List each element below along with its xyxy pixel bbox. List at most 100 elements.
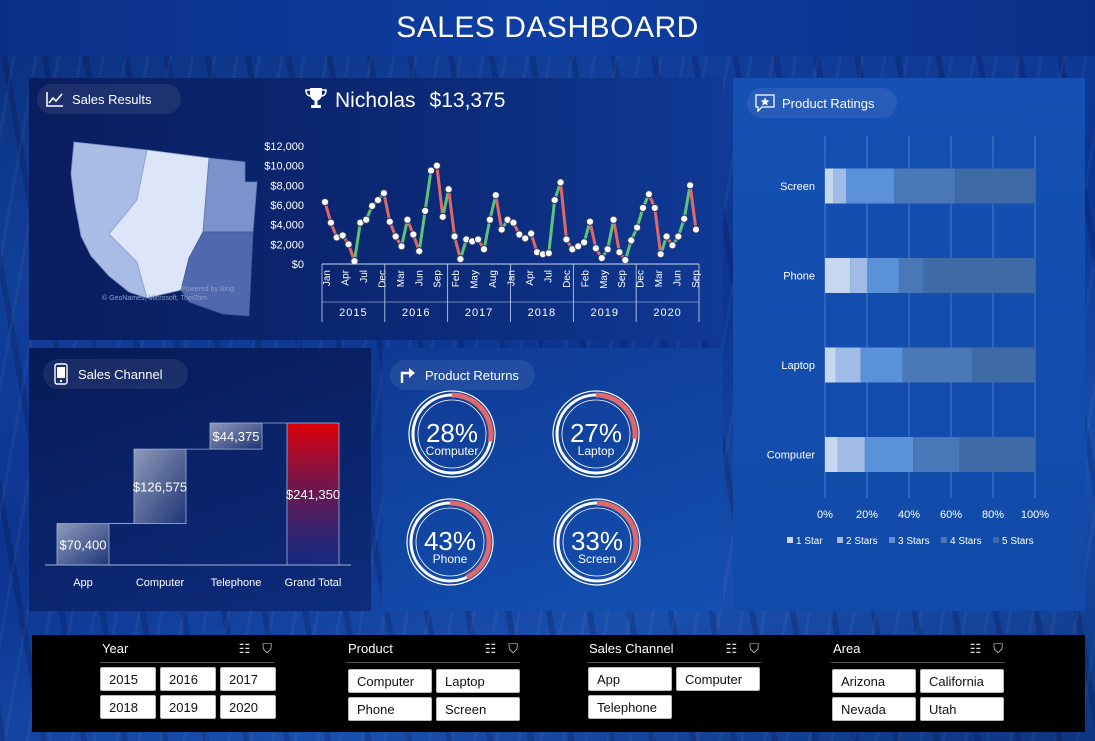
- waterfall-bar: [133, 448, 187, 524]
- y-tick-label: $2,000: [270, 239, 304, 251]
- legend-swatch: [837, 537, 843, 543]
- gauge-percent: 28%: [426, 418, 478, 448]
- slicer-item-2020[interactable]: 2020: [220, 695, 276, 719]
- slicer-item-california[interactable]: California: [920, 669, 1004, 693]
- data-point: [397, 242, 406, 251]
- month-tick-label: Aug: [488, 270, 499, 288]
- sales-results-header: Sales Results: [37, 84, 181, 114]
- slicer-item-arizona[interactable]: Arizona: [832, 669, 916, 693]
- category-label: Screen: [780, 181, 815, 193]
- slicer-item-2017[interactable]: 2017: [220, 667, 276, 691]
- multi-select-icon[interactable]: ☷: [725, 640, 738, 656]
- returns-gauges: 28%Computer 27%Laptop 43%Phone 33%Screen: [406, 390, 641, 586]
- trend-segment: [417, 209, 427, 253]
- slicer-item-2016[interactable]: 2016: [160, 667, 216, 691]
- data-point: [491, 191, 500, 200]
- slicer-item-nevada[interactable]: Nevada: [832, 697, 916, 721]
- gauge-percent: 33%: [571, 526, 623, 556]
- slicer-item-2018[interactable]: 2018: [100, 695, 156, 719]
- slicer-item-laptop[interactable]: Laptop: [436, 669, 520, 693]
- clear-filter-icon[interactable]: ⛉: [508, 640, 518, 656]
- data-point: [409, 230, 418, 239]
- data-point: [585, 217, 595, 226]
- slicer-item-phone[interactable]: Phone: [348, 697, 432, 721]
- top-seller-name: Nicholas: [335, 89, 416, 112]
- slicer-item-2015[interactable]: 2015: [100, 667, 156, 691]
- legend-label: 1 Star: [796, 536, 823, 547]
- year-label: 2015: [339, 307, 367, 319]
- rating-bar-segment: [860, 347, 903, 383]
- slicer-item-2019[interactable]: 2019: [160, 695, 216, 719]
- data-point: [521, 234, 530, 243]
- data-point: [391, 232, 400, 241]
- month-tick-label: Jan: [322, 270, 333, 286]
- rating-bar-segment: [902, 347, 972, 383]
- slicer-item-telephone[interactable]: Telephone: [588, 695, 672, 719]
- data-point: [432, 161, 441, 170]
- x-tick-label: 80%: [982, 509, 1004, 521]
- month-tick-label: Sep: [433, 270, 444, 288]
- data-point: [556, 178, 565, 187]
- slicer-item-screen[interactable]: Screen: [436, 697, 520, 721]
- clear-filter-icon[interactable]: ⛉: [749, 640, 759, 656]
- month-tick-label: Mar: [654, 269, 665, 287]
- year-label: 2019: [591, 307, 619, 319]
- data-point: [650, 203, 659, 213]
- data-point: [656, 250, 665, 259]
- sales-results-panel: Sales Results Powered by Bing © GeoNames…: [29, 78, 723, 340]
- title-bar: SALES DASHBOARD: [0, 0, 1095, 56]
- month-tick-label: Feb: [580, 270, 591, 288]
- data-point: [509, 218, 518, 227]
- trend-segment: [547, 198, 557, 255]
- gauge-product-label: Laptop: [578, 444, 615, 458]
- month-tick-label: Sep: [691, 270, 702, 288]
- category-label: Grand Total: [285, 577, 342, 589]
- line-chart-icon: [45, 89, 65, 109]
- area-slicer: Area ☷ ⛉ Arizona California Nevada Utah: [831, 635, 1005, 721]
- clear-filter-icon[interactable]: ⛉: [262, 640, 272, 656]
- year-label: 2018: [528, 307, 556, 319]
- multi-select-icon[interactable]: ☷: [484, 640, 497, 656]
- data-point: [479, 245, 489, 254]
- data-point: [597, 254, 606, 263]
- clear-filter-icon[interactable]: ⛉: [993, 640, 1003, 656]
- trend-segment: [653, 206, 663, 256]
- rating-bar-segment: [825, 437, 838, 472]
- trend-segment: [606, 218, 616, 251]
- data-point: [497, 225, 506, 234]
- data-point: [574, 242, 583, 251]
- slicer-item-channel-computer[interactable]: Computer: [676, 667, 760, 691]
- arizona-region[interactable]: [180, 231, 254, 317]
- product-slicer-title: Product: [348, 641, 393, 656]
- rating-bar-segment: [850, 258, 867, 293]
- slicer-bar: Year ☷ ⛉ 2015 2016 2017 2018 2019 2020 Pr…: [32, 635, 1085, 732]
- sales-channel-panel: Sales Channel $70,400 App $126,575 Computer…: [29, 348, 371, 611]
- data-point: [680, 214, 689, 223]
- month-tick-label: Jun: [673, 270, 684, 286]
- data-point: [621, 255, 630, 265]
- slicer-item-computer[interactable]: Computer: [348, 669, 432, 693]
- y-tick-label: $6,000: [270, 200, 304, 212]
- year-slicer-header: Year ☷ ⛉: [100, 635, 274, 663]
- gauge-outer-ring: [553, 498, 641, 586]
- value-label: $241,350: [286, 487, 340, 502]
- area-slicer-title: Area: [833, 641, 861, 656]
- trend-segment: [494, 193, 504, 232]
- trend-segment: [423, 169, 433, 213]
- month-tick-label: Dec: [636, 270, 647, 288]
- slicer-item-utah[interactable]: Utah: [920, 697, 1004, 721]
- trend-segment: [688, 183, 698, 232]
- page-title: SALES DASHBOARD: [396, 11, 699, 44]
- year-slicer-title: Year: [102, 641, 129, 656]
- data-point: [644, 190, 653, 199]
- rating-bar-segment: [955, 168, 1035, 204]
- data-point: [485, 215, 494, 224]
- multi-select-icon[interactable]: ☷: [238, 640, 251, 656]
- rating-bar-segment: [825, 258, 851, 293]
- waterfall-bar: [56, 523, 110, 566]
- year-label: 2020: [653, 307, 681, 319]
- category-label: App: [73, 577, 93, 589]
- slicer-item-app[interactable]: App: [588, 667, 672, 691]
- data-point: [344, 240, 353, 249]
- multi-select-icon[interactable]: ☷: [969, 640, 982, 656]
